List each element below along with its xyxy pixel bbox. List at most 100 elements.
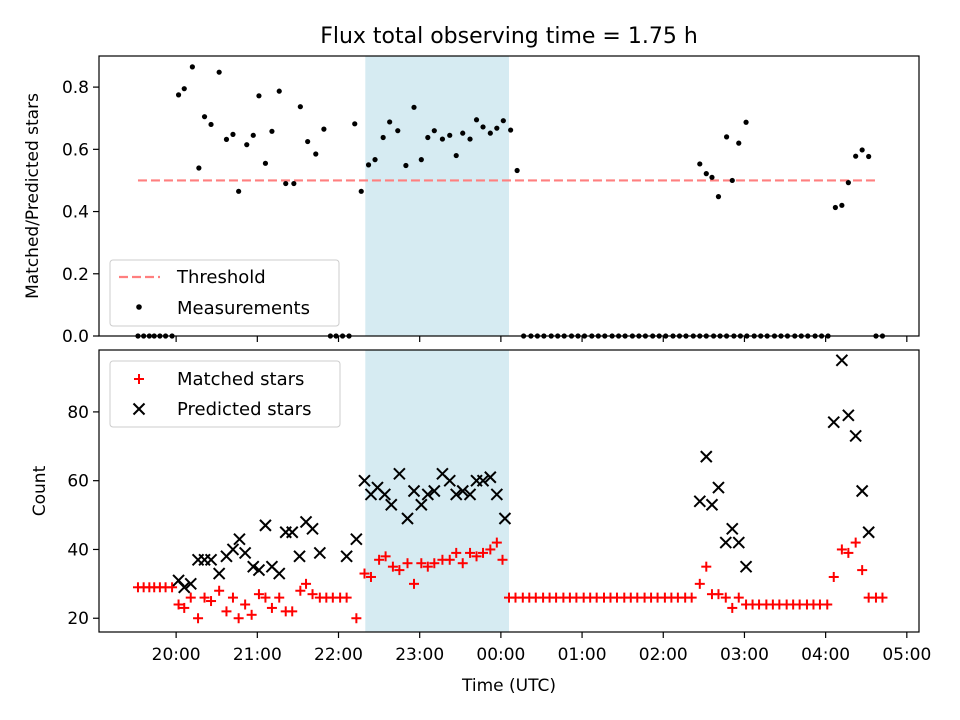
legend-threshold-label: Threshold — [176, 267, 266, 288]
predicted-star-point — [178, 581, 191, 594]
predicted-star-point — [739, 560, 753, 573]
matched-star-point — [694, 578, 705, 589]
measurement-point — [262, 160, 269, 166]
matched-star-point — [727, 602, 738, 613]
bottom-frame — [98, 349, 920, 633]
measurement-point — [216, 69, 222, 75]
matched-star-point — [233, 613, 244, 624]
legend-matched-marker — [134, 374, 144, 384]
predicted-star-point — [204, 553, 218, 566]
top-legend: Threshold Measurements — [109, 259, 340, 327]
bottom-xtick-label: 00:00 — [476, 645, 525, 665]
matched-star-point — [221, 606, 232, 617]
matched-star-point — [193, 613, 204, 624]
predicted-star-point — [233, 532, 246, 546]
matched-star-point — [686, 592, 697, 603]
predicted-star-point — [855, 484, 869, 498]
measurement-point — [189, 64, 195, 70]
measurement-point — [321, 126, 327, 132]
matched-star-point — [828, 571, 839, 582]
matched-star-point — [843, 547, 854, 558]
predicted-star-point — [700, 450, 713, 463]
matched-star-point — [850, 537, 861, 548]
matched-star-point — [227, 592, 238, 603]
measurement-point — [201, 114, 208, 120]
matched-star-point — [301, 578, 312, 589]
predicted-star-point — [827, 416, 840, 429]
predicted-star-point — [306, 522, 319, 536]
legend-predicted-marker — [132, 402, 146, 416]
bottom-legend-box — [109, 360, 341, 428]
predicted-star-point — [490, 488, 504, 501]
matched-star-point — [253, 589, 264, 600]
matched-star-point — [713, 589, 724, 600]
measurement-point — [508, 127, 514, 133]
predicted-star-point — [450, 488, 463, 501]
measurement-point — [866, 153, 872, 160]
measurement-point — [729, 177, 735, 184]
bottom-xtick-label: 01:00 — [558, 645, 607, 665]
predicted-star-point — [456, 484, 469, 498]
matched-star-point — [478, 547, 489, 558]
bottom-ytick-label: 60 — [67, 472, 89, 492]
legend-measurements-label: Measurements — [177, 298, 310, 319]
predicted-star-point — [498, 512, 512, 525]
predicted-star-point — [340, 550, 353, 563]
matched-star-point — [857, 565, 868, 576]
matched-star-point — [822, 599, 833, 610]
bottom-xtick-label: 22:00 — [314, 645, 363, 665]
predicted-star-point — [421, 488, 435, 501]
top-shaded-region — [365, 56, 509, 336]
predicted-star-point — [350, 532, 363, 546]
measurement-point — [313, 151, 319, 157]
bottom-ytick-label: 80 — [67, 403, 89, 423]
measurement-point — [723, 134, 730, 140]
figure-title: Flux total observing time = 1.75 h — [320, 24, 698, 49]
matched-star-point — [416, 558, 427, 569]
matched-star-point — [341, 592, 352, 603]
measurement-point — [500, 118, 506, 124]
measurement-point — [305, 138, 311, 145]
legend-predicted-label: Predicted stars — [177, 399, 311, 420]
bottom-plot-area — [132, 354, 888, 624]
matched-star-point — [274, 592, 285, 603]
measurement-point — [480, 124, 486, 130]
legend-measurements-marker — [136, 304, 142, 310]
measurement-point — [467, 136, 473, 142]
matched-star-point — [836, 544, 847, 555]
predicted-star-point — [313, 546, 327, 560]
predicted-star-point — [378, 488, 391, 501]
measurement-point — [387, 119, 393, 125]
matched-star-point — [206, 596, 217, 607]
predicted-star-point — [693, 495, 706, 508]
bottom-xtick-label: 04:00 — [801, 645, 850, 665]
bottom-xtick-label: 21:00 — [233, 645, 282, 665]
top-frame — [98, 55, 920, 337]
measurement-point — [697, 161, 703, 167]
measurement-point — [431, 128, 437, 134]
matched-star-point — [877, 592, 888, 603]
matched-star-point — [471, 551, 482, 562]
measurement-point — [196, 165, 202, 171]
predicted-star-point — [358, 474, 371, 487]
measurement-point — [832, 204, 838, 211]
bottom-xtick-label: 05:00 — [882, 645, 931, 665]
measurement-point — [208, 121, 214, 128]
measurement-point — [460, 130, 466, 136]
matched-star-point — [422, 561, 433, 572]
bottom-xtick-label: 23:00 — [395, 645, 444, 665]
predicted-star-point — [428, 484, 441, 498]
matched-star-point — [733, 592, 744, 603]
predicted-star-point — [712, 481, 725, 494]
top-plot-area — [135, 64, 886, 339]
measurement-point — [380, 134, 386, 141]
bottom-legend: Matched stars Predicted stars — [109, 360, 341, 428]
top-y-axis-label: Matched/Predicted stars — [23, 93, 43, 299]
predicted-star-point — [385, 498, 398, 511]
measurement-point — [175, 92, 182, 98]
matched-star-point — [365, 571, 376, 582]
bottom-ytick-label: 20 — [67, 609, 89, 629]
matched-star-point — [295, 585, 306, 596]
measurement-point — [453, 152, 459, 159]
measurement-point — [269, 128, 275, 134]
